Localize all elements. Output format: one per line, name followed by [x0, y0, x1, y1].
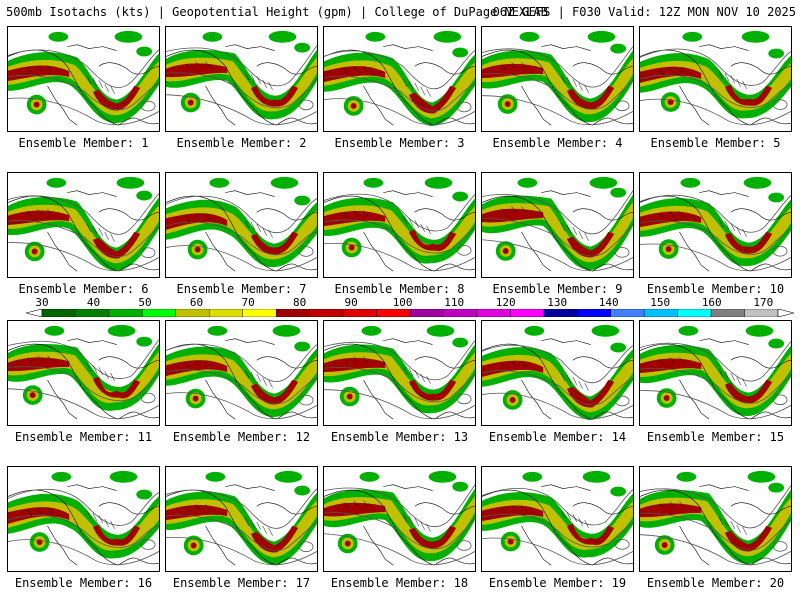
colorbar-tick-label: 40	[86, 296, 101, 309]
ensemble-member-label: Ensemble Member: 15	[646, 430, 785, 444]
colorbar	[26, 309, 794, 317]
ensemble-member-label: Ensemble Member: 6	[18, 282, 149, 296]
ensemble-member-map	[165, 320, 318, 426]
ensemble-member-label: Ensemble Member: 19	[488, 576, 627, 590]
ensemble-member-map	[7, 320, 160, 426]
ensemble-member-map	[639, 172, 792, 278]
colorbar-segment	[242, 309, 277, 317]
colorbar-segment	[376, 309, 411, 317]
ensemble-member-label: Ensemble Member: 18	[330, 576, 469, 590]
colorbar-tick-label: 130	[547, 296, 568, 309]
ensemble-member-map	[323, 26, 476, 132]
colorbar-segment	[510, 309, 545, 317]
ensemble-member-label: Ensemble Member: 10	[646, 282, 785, 296]
ensemble-member-label: Ensemble Member: 12	[172, 430, 311, 444]
ensemble-member-map	[7, 172, 160, 278]
ensemble-member-map	[165, 172, 318, 278]
colorbar-tick-label: 110	[444, 296, 465, 309]
colorbar-right-arrow	[777, 309, 794, 317]
ensemble-member-map	[481, 172, 634, 278]
colorbar-segment	[275, 309, 310, 317]
map-header: 500mb Isotachs (kts) | Geopotential Heig…	[6, 4, 796, 20]
ensemble-member-map	[323, 172, 476, 278]
ensemble-member-map	[639, 26, 792, 132]
colorbar-segment	[677, 309, 712, 317]
colorbar-segment	[476, 309, 511, 317]
colorbar-tick-label: 120	[495, 296, 516, 309]
colorbar-segment	[75, 309, 110, 317]
ensemble-member-label: Ensemble Member: 14	[488, 430, 627, 444]
header-run-info: 06Z GEFS | F030 Valid: 12Z MON NOV 10 20…	[492, 5, 796, 19]
ensemble-member-label: Ensemble Member: 5	[650, 136, 781, 150]
colorbar-tick-label: 60	[189, 296, 204, 309]
ensemble-member-label: Ensemble Member: 11	[14, 430, 153, 444]
ensemble-member-map	[639, 320, 792, 426]
colorbar-tick-label: 140	[598, 296, 619, 309]
colorbar-segment	[443, 309, 478, 317]
ensemble-member-label: Ensemble Member: 4	[492, 136, 623, 150]
ensemble-member-label: Ensemble Member: 9	[492, 282, 623, 296]
ensemble-member-map	[323, 466, 476, 572]
colorbar-segment	[175, 309, 210, 317]
colorbar-segment	[710, 309, 745, 317]
colorbar-segment	[409, 309, 444, 317]
colorbar-segment	[543, 309, 578, 317]
colorbar-tick-label: 70	[241, 296, 255, 309]
ensemble-member-label: Ensemble Member: 2	[176, 136, 307, 150]
header-title: 500mb Isotachs (kts) | Geopotential Heig…	[6, 5, 548, 19]
ensemble-member-label: Ensemble Member: 3	[334, 136, 465, 150]
colorbar-segment	[643, 309, 678, 317]
colorbar-legend: 30 40 50 60 70 80 90 100 110 120 130 140 150 160 170	[26, 297, 794, 321]
ensemble-member-map	[481, 466, 634, 572]
ensemble-member-map	[481, 26, 634, 132]
colorbar-segment	[309, 309, 344, 317]
colorbar-segment	[209, 309, 243, 317]
ensemble-member-map	[323, 320, 476, 426]
colorbar-tick-label: 90	[344, 296, 358, 309]
colorbar-tick-label: 160	[701, 296, 722, 309]
ensemble-member-map	[165, 26, 318, 132]
colorbar-tick-label: 150	[650, 296, 671, 309]
ensemble-member-map	[481, 320, 634, 426]
colorbar-segment	[41, 309, 76, 317]
colorbar-segment	[610, 309, 645, 317]
ensemble-member-label: Ensemble Member: 17	[172, 576, 311, 590]
ensemble-member-label: Ensemble Member: 7	[176, 282, 307, 296]
ensemble-member-label: Ensemble Member: 13	[330, 430, 469, 444]
colorbar-segment	[142, 309, 177, 317]
colorbar-tick-label: 170	[753, 296, 774, 309]
colorbar-tick-label: 50	[138, 296, 152, 309]
ensemble-member-label: Ensemble Member: 20	[646, 576, 785, 590]
colorbar-left-arrow	[26, 309, 43, 317]
ensemble-member-map	[165, 466, 318, 572]
colorbar-tick-label: 80	[292, 296, 307, 309]
colorbar-segment	[342, 309, 377, 317]
ensemble-member-label: Ensemble Member: 16	[14, 576, 153, 590]
colorbar-ticks: 30 40 50 60 70 80 90 100 110 120 130 140 150 160 170	[26, 297, 794, 309]
colorbar-segment	[744, 309, 779, 317]
ensemble-member-map	[639, 466, 792, 572]
ensemble-member-label: Ensemble Member: 1	[18, 136, 149, 150]
ensemble-member-label: Ensemble Member: 8	[334, 282, 465, 296]
colorbar-tick-label: 100	[392, 296, 413, 309]
colorbar-segment	[108, 309, 143, 317]
ensemble-member-map	[7, 26, 160, 132]
colorbar-tick-label: 30	[35, 296, 49, 309]
ensemble-member-map	[7, 466, 160, 572]
colorbar-segment	[577, 309, 611, 317]
